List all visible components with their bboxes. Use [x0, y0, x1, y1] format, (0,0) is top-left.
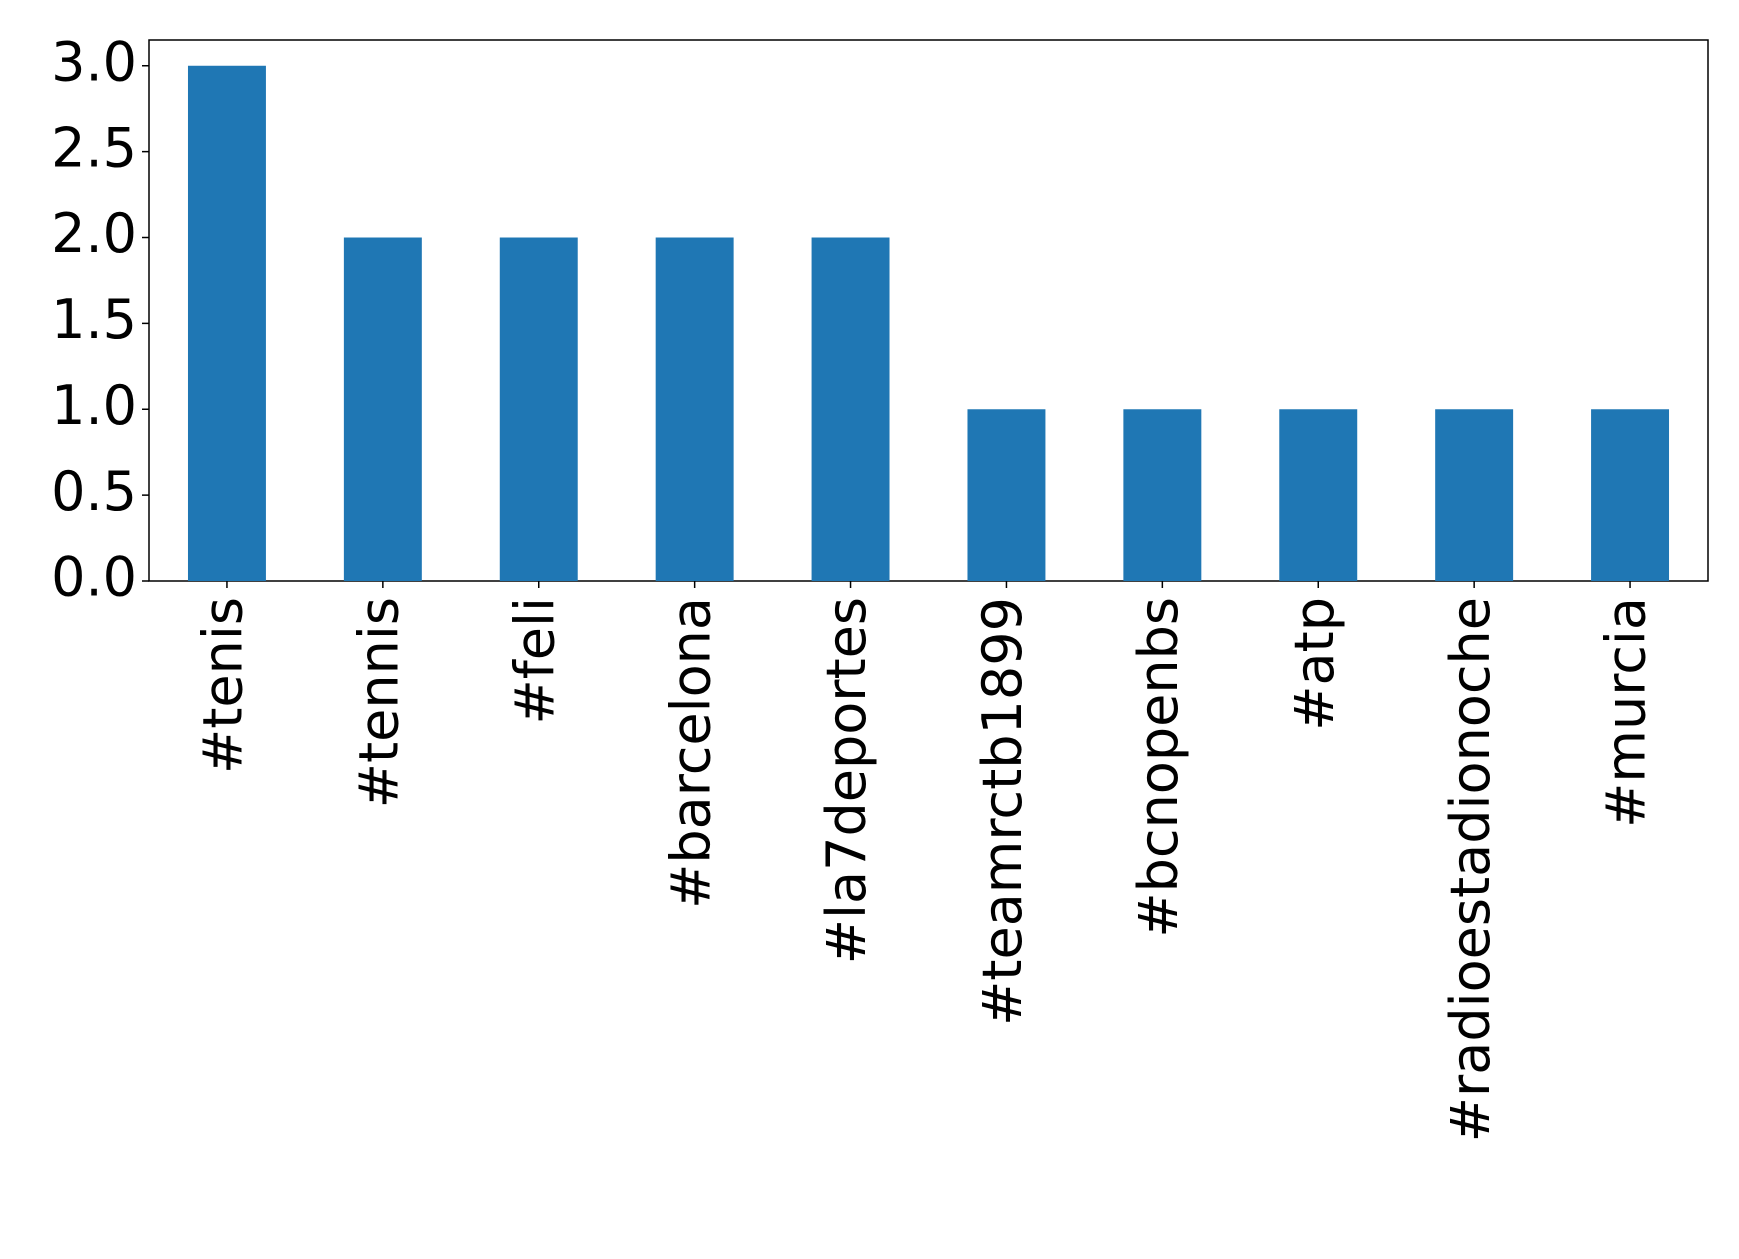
bar: [1435, 409, 1514, 581]
x-tick-label: #teamrctb1899: [971, 597, 1034, 1026]
plot-frame: [148, 39, 1709, 582]
x-tick-label: #atp: [1283, 597, 1346, 731]
y-tick-label: 2.0: [51, 202, 137, 265]
y-tick-label: 3.0: [51, 30, 137, 93]
x-tick-label: #feli: [503, 597, 566, 725]
bar: [187, 65, 266, 581]
bar: [1123, 409, 1202, 581]
x-tick-label: #murcia: [1595, 597, 1658, 828]
y-tick-label: 2.5: [51, 116, 137, 179]
x-tick-label: #la7deportes: [815, 597, 878, 964]
x-tick-label: #barcelona: [659, 597, 722, 909]
bar: [343, 237, 422, 581]
y-tick-label: 0.0: [51, 546, 137, 609]
x-tick-label: #tennis: [347, 597, 410, 808]
bar: [811, 237, 890, 581]
bar: [499, 237, 578, 581]
y-tick-label: 1.0: [51, 374, 137, 437]
bar: [1591, 409, 1670, 581]
bar: [967, 409, 1046, 581]
y-tick-label: 1.5: [51, 288, 137, 351]
x-tick-label: #tenis: [192, 597, 255, 774]
bar: [1279, 409, 1358, 581]
x-tick-label: #bcnopenbs: [1127, 597, 1190, 938]
x-tick-label: #radioestadionoche: [1439, 597, 1502, 1142]
y-tick-label: 0.5: [51, 460, 137, 523]
bar: [655, 237, 734, 581]
